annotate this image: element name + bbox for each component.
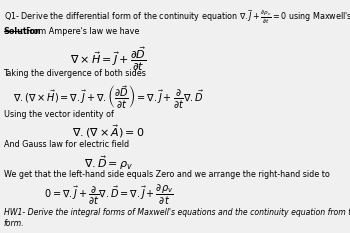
Text: Solution: Solution (4, 27, 41, 36)
Text: Q1- Derive the differential form of the continuity equation $\nabla.\vec{J}+\fra: Q1- Derive the differential form of the … (4, 8, 350, 26)
Text: $\nabla\times\vec{H}=\vec{J}+\dfrac{\partial\vec{D}}{\partial t}$: $\nabla\times\vec{H}=\vec{J}+\dfrac{\par… (70, 45, 147, 73)
Text: We get that the left-hand side equals Zero and we arrange the right-hand side to: We get that the left-hand side equals Ze… (4, 170, 329, 179)
Text: $\nabla.(\nabla\times\vec{A})=0$: $\nabla.(\nabla\times\vec{A})=0$ (72, 123, 145, 140)
Text: : From Ampere's law we have: : From Ampere's law we have (21, 27, 140, 36)
Text: And Gauss law for electric field: And Gauss law for electric field (4, 140, 129, 149)
Text: $\nabla.(\nabla\times\vec{H})=\nabla.\vec{J}+\nabla.\left(\dfrac{\partial\vec{D}: $\nabla.(\nabla\times\vec{H})=\nabla.\ve… (13, 84, 204, 111)
Text: $\nabla.\vec{D}=\rho_v$: $\nabla.\vec{D}=\rho_v$ (84, 154, 133, 172)
Text: $0=\nabla.\vec{J}+\dfrac{\partial}{\partial t}\nabla.\vec{D}=\nabla.\vec{J}+\dfr: $0=\nabla.\vec{J}+\dfrac{\partial}{\part… (44, 183, 173, 207)
Text: Taking the divergence of both sides: Taking the divergence of both sides (4, 69, 146, 78)
Text: HW1- Derive the integral forms of Maxwell's equations and the continuity equatio: HW1- Derive the integral forms of Maxwel… (4, 208, 350, 228)
Text: Using the vector identity of: Using the vector identity of (4, 110, 113, 119)
